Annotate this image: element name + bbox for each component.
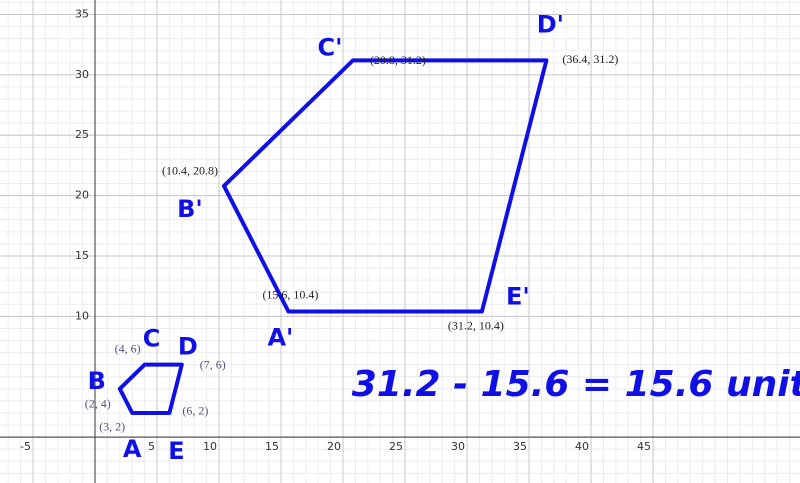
y-tick-label: 35 [75,7,89,20]
coordinate-label: (7, 6) [200,357,226,371]
polygon [117,362,184,415]
x-tick-label: -5 [20,440,31,453]
x-tick-label: 25 [389,440,403,453]
x-tick-label: 20 [327,440,341,453]
y-tick-label: 20 [75,189,89,202]
coordinate-label: (31.2, 10.4) [448,318,504,332]
x-tick-label: 30 [451,440,465,453]
coordinate-label: (6, 2) [182,404,208,418]
vertex-letter: D [178,333,198,361]
coordinate-label: (4, 6) [115,341,141,355]
vertex-letter: B' [177,195,203,223]
y-tick-label: 25 [75,128,89,141]
vertex-letter: A' [267,324,293,352]
vertex-letter: C [143,325,161,353]
x-tick-label: 40 [575,440,589,453]
coordinate-label: (15.6, 10.4) [262,287,318,301]
vertex-letter: D' [537,10,564,38]
y-tick-label: 30 [75,68,89,81]
x-tick-label: 10 [203,440,217,453]
vertex-letter: A [123,435,142,463]
x-tick-label: 35 [513,440,527,453]
vertex-letter: C' [317,33,342,61]
vertex-letter: E [168,437,184,465]
y-tick-label: 10 [75,309,89,322]
vertex-letter: E' [506,283,530,311]
equation: 31.2 - 15.6 = 15.6 units [352,364,800,405]
coordinate-label: (10.4, 20.8) [162,164,218,178]
x-tick-label: 15 [265,440,279,453]
coordinate-label: (3, 2) [99,420,125,434]
coordinate-label: (20.8, 31.2) [370,53,426,67]
y-tick-label: 15 [75,249,89,262]
coordinate-label: (36.4, 31.2) [562,52,618,66]
x-tick-label: 45 [637,440,651,453]
x-tick-label: 5 [148,440,155,453]
coordinate-label: (2, 4) [85,397,111,411]
vertex-letter: B [88,367,106,395]
polygon [221,58,549,314]
